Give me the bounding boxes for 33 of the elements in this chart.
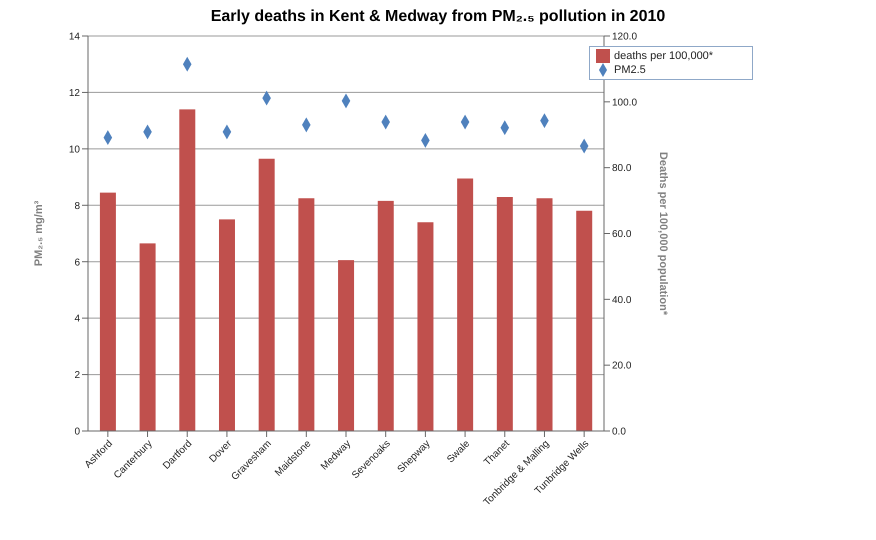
bar [378,200,394,431]
bar [100,192,116,431]
bar [457,178,474,431]
y2-tick-label: 120.0 [612,32,638,43]
bar [536,198,553,431]
y2-tick-label: 60.0 [612,229,632,240]
y-tick-label: 6 [74,257,80,268]
y2-tick-label: 80.0 [612,163,632,174]
bar [338,260,354,431]
bar [576,210,592,431]
bar [140,243,156,431]
y2-axis-title: Deaths per 100,000 population* [657,152,670,316]
bar [218,219,235,431]
bar [417,222,434,431]
legend-label: PM2.5 [614,64,646,76]
bar [258,158,275,431]
y2-tick-label: 0.0 [612,426,626,438]
bar [496,196,513,431]
y-tick-label: 2 [74,370,80,382]
y2-tick-label: 40.0 [612,294,632,306]
y-tick-label: 12 [68,88,80,99]
y2-tick-label: 100.0 [612,97,638,108]
legend-label: deaths per 100,000* [614,50,714,62]
bar [179,109,196,431]
bar [298,198,314,431]
chart-title: Early deaths in Kent & Medway from PM₂.₅ pollution in 2010 [210,8,666,26]
y-tick-label: 0 [74,426,80,438]
y-tick-label: 14 [68,32,80,43]
y-tick-label: 10 [68,144,80,156]
y2-tick-label: 20.0 [612,360,632,372]
y-tick-label: 4 [74,314,80,325]
y-tick-label: 8 [74,200,80,212]
y-axis-title: PM₂.₅ mg/m³ [32,200,45,266]
